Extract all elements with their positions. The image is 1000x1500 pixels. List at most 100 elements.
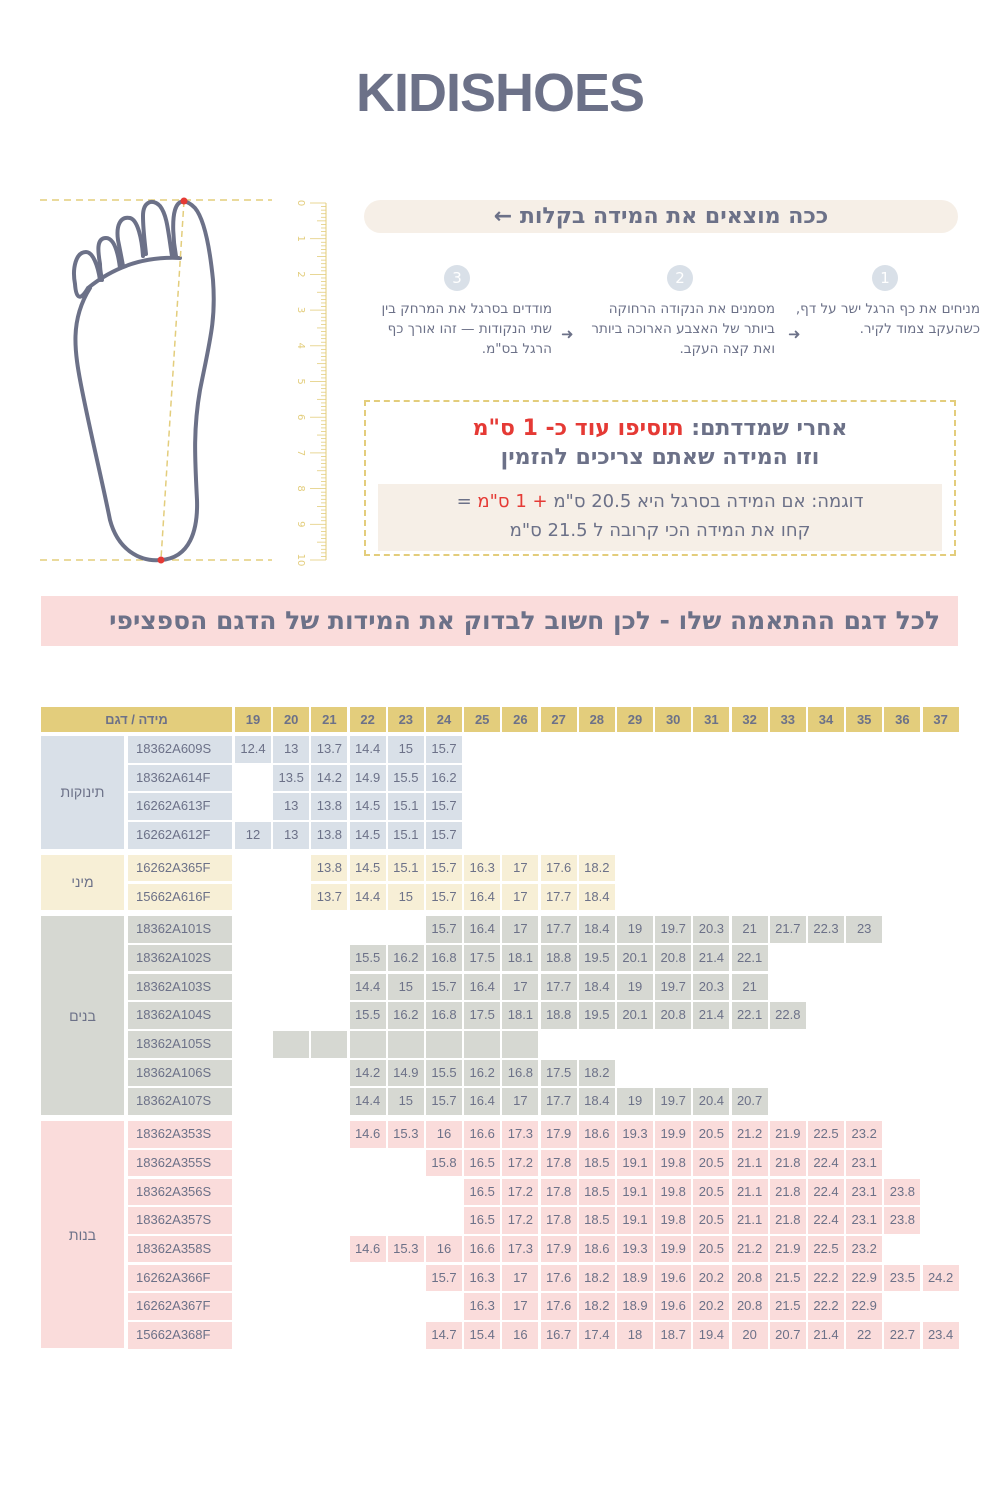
model-code: 16262A365F [128, 854, 232, 882]
ruler-label: 0 [295, 200, 306, 206]
size-cell: 15.5 [349, 1002, 386, 1029]
model-code: 18362A356S [128, 1178, 232, 1205]
model-code: 18362A357S [128, 1207, 232, 1234]
size-cell: 15.5 [426, 1059, 462, 1087]
size-cell: 16.3 [464, 854, 501, 882]
howto-title: ככה מוצאים את המידה בקלות ← [364, 200, 958, 233]
size-cell: 20.4 [693, 1088, 730, 1115]
ruler-label: 4 [295, 343, 306, 349]
ruler-label: 3 [295, 307, 306, 313]
size-cell: 13.7 [311, 736, 348, 763]
size-cell: 17 [502, 854, 539, 882]
size-cell: 21.1 [731, 1149, 768, 1177]
size-cell: 22.8 [769, 1002, 806, 1029]
tip-prefix: אחרי שמדדתם: [683, 416, 848, 441]
size-cell: 15 [387, 1088, 424, 1115]
size-cell: 18.6 [578, 1121, 615, 1148]
size-cell: 20.7 [731, 1088, 768, 1115]
size-cell: 21.8 [769, 1178, 806, 1205]
ruler-label: 9 [295, 521, 306, 527]
heel-point [157, 556, 165, 564]
size-cell: 14.4 [349, 1088, 386, 1115]
size-cell: 16.7 [540, 1322, 577, 1349]
size-cell: 16 [502, 1322, 539, 1349]
step-number: 3 [444, 265, 470, 291]
size-cell: 17.5 [464, 1002, 501, 1029]
header-size-29: 29 [617, 707, 653, 732]
size-cell: 19.1 [617, 1149, 653, 1177]
size-cell: 17.8 [540, 1207, 577, 1234]
size-cell: 19.3 [617, 1235, 653, 1263]
size-cell: 17.8 [540, 1149, 577, 1177]
step-text: מניחים את כף הרגל ישר על דף, כשהעקב צמוד… [795, 301, 980, 337]
size-cell: 23.2 [846, 1121, 883, 1148]
size-cell: 20.5 [693, 1235, 730, 1263]
size-cell: 17 [502, 883, 539, 910]
header-size-35: 35 [846, 707, 883, 732]
model-code: 15662A368F [128, 1322, 232, 1349]
header-size-19: 19 [235, 707, 271, 732]
size-cell: 16.8 [426, 944, 462, 972]
size-cell: 17.6 [540, 854, 577, 882]
size-cell: 14.2 [311, 764, 348, 792]
size-cell: 17.9 [540, 1235, 577, 1263]
size-cell: 17.7 [540, 883, 577, 910]
header-size-21: 21 [311, 707, 348, 732]
size-cell: 15.1 [387, 793, 424, 820]
size-cell: 15.7 [426, 822, 462, 849]
model-code: 16262A367F [128, 1293, 232, 1320]
step-number: 1 [872, 265, 898, 291]
size-cell: 23.1 [846, 1207, 883, 1234]
size-cell: 21.5 [769, 1293, 806, 1320]
model-code: 18362A101S [128, 916, 232, 943]
size-cell: 16.5 [464, 1149, 501, 1177]
size-cell: 17.5 [540, 1059, 577, 1087]
size-cell: 22.1 [731, 944, 768, 972]
ruler-label: 6 [295, 414, 306, 420]
size-cell: 23.8 [884, 1207, 921, 1234]
size-cell: 20.8 [655, 944, 692, 972]
model-code: 18362A105S [128, 1031, 232, 1058]
size-cell: 15.7 [426, 736, 462, 763]
model-code: 18362A102S [128, 944, 232, 972]
size-cell: 23.1 [846, 1149, 883, 1177]
size-cell: 19 [617, 1088, 653, 1115]
header-size-22: 22 [349, 707, 386, 732]
model-code: 18362A358S [128, 1235, 232, 1263]
size-cell: 21 [731, 973, 768, 1001]
model-code: 18362A614F [128, 764, 232, 792]
size-cell: 19.6 [655, 1293, 692, 1320]
size-cell: 22.3 [808, 916, 844, 943]
size-cell: 18.2 [578, 1293, 615, 1320]
size-cell: 15 [387, 883, 424, 910]
size-cell: 17 [502, 1293, 539, 1320]
size-cell: 15.4 [464, 1322, 501, 1349]
size-cell: 21 [731, 916, 768, 943]
size-cell: 16.8 [426, 1002, 462, 1029]
size-cell: 17.8 [540, 1178, 577, 1205]
size-cell: 13.8 [311, 793, 348, 820]
size-cell: 13 [273, 793, 310, 820]
size-cell [311, 1031, 348, 1058]
size-cell: 20.7 [769, 1322, 806, 1349]
header-size-31: 31 [693, 707, 730, 732]
size-cell: 20.5 [693, 1207, 730, 1234]
size-cell: 20.2 [693, 1293, 730, 1320]
size-cell: 20.3 [693, 973, 730, 1001]
size-cell: 20.5 [693, 1178, 730, 1205]
size-cell: 22.2 [808, 1264, 844, 1292]
size-cell: 15.5 [387, 764, 424, 792]
group-label: תינוקות [41, 736, 124, 849]
size-cell: 19.9 [655, 1235, 692, 1263]
size-cell: 15.7 [426, 793, 462, 820]
ruler-label: 10 [295, 554, 306, 567]
size-cell: 17.7 [540, 973, 577, 1001]
size-cell: 23.8 [884, 1178, 921, 1205]
header-size-26: 26 [502, 707, 539, 732]
ruler: 0 1 2 3 4 5 6 7 8 9 10 [295, 200, 327, 567]
size-cell: 18.1 [502, 944, 539, 972]
size-cell: 18.4 [578, 883, 615, 910]
brand-logo: KIDISHOES [355, 63, 645, 123]
size-cell: 14.4 [349, 973, 386, 1001]
size-cell: 17.3 [502, 1235, 539, 1263]
